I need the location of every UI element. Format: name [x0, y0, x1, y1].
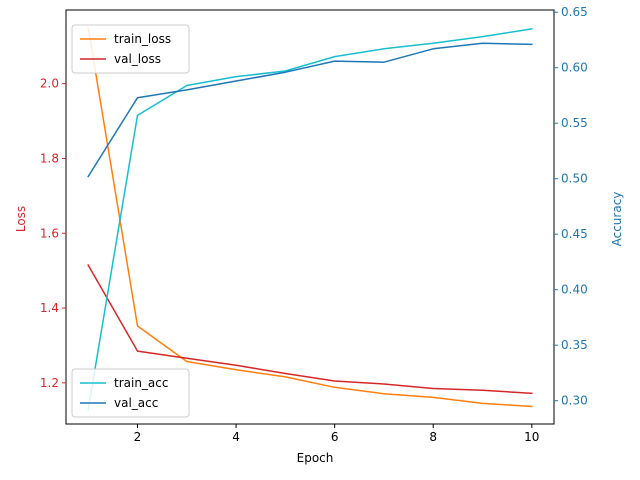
right-tick-label: 0.40 — [561, 283, 588, 297]
right-tick-label: 0.60 — [561, 61, 588, 75]
x-tick-label: 10 — [524, 430, 539, 444]
left-tick-label: 2.0 — [40, 77, 59, 91]
accuracy-lines — [87, 28, 533, 411]
right-tick-label: 0.55 — [561, 116, 588, 130]
legend-label: train_acc — [114, 376, 168, 390]
right-axis-ticks: 0.30 0.35 0.40 0.45 0.50 0.55 0.60 0.65 — [554, 5, 588, 408]
right-tick-label: 0.45 — [561, 227, 588, 241]
accuracy-legend: train_acc val_acc — [71, 368, 190, 418]
right-tick-label: 0.30 — [561, 394, 588, 408]
series-line-train-acc — [87, 28, 533, 411]
left-tick-label: 1.8 — [40, 151, 59, 165]
series-line-val-acc — [87, 42, 533, 178]
x-axis-ticks: 2 4 6 8 10 — [134, 424, 539, 444]
legend-box — [71, 24, 190, 74]
left-tick-label: 1.4 — [40, 301, 59, 315]
x-tick-label: 6 — [331, 430, 339, 444]
left-y-axis-label: Loss — [14, 206, 28, 232]
x-tick-label: 8 — [429, 430, 437, 444]
x-tick-label: 4 — [232, 430, 240, 444]
right-tick-label: 0.65 — [561, 5, 588, 19]
plot-frame — [65, 9, 555, 425]
legend-box — [71, 368, 190, 418]
left-tick-label: 1.6 — [40, 226, 59, 240]
right-tick-label: 0.50 — [561, 172, 588, 186]
right-y-axis-label: Accuracy — [610, 192, 624, 247]
x-tick-label: 2 — [134, 430, 142, 444]
right-tick-label: 0.35 — [561, 338, 588, 352]
series-line-train-loss — [87, 26, 533, 408]
series-line-val-loss — [87, 264, 533, 395]
loss-lines — [87, 26, 533, 408]
left-axis-ticks: 1.2 1.4 1.6 1.8 2.0 — [40, 77, 66, 390]
legend-label: train_loss — [114, 32, 171, 46]
legend-label: val_loss — [114, 52, 161, 66]
left-tick-label: 1.2 — [40, 376, 59, 390]
loss-legend: train_loss val_loss — [71, 24, 190, 74]
legend-label: val_acc — [114, 396, 158, 410]
x-axis-label: Epoch — [297, 451, 334, 465]
